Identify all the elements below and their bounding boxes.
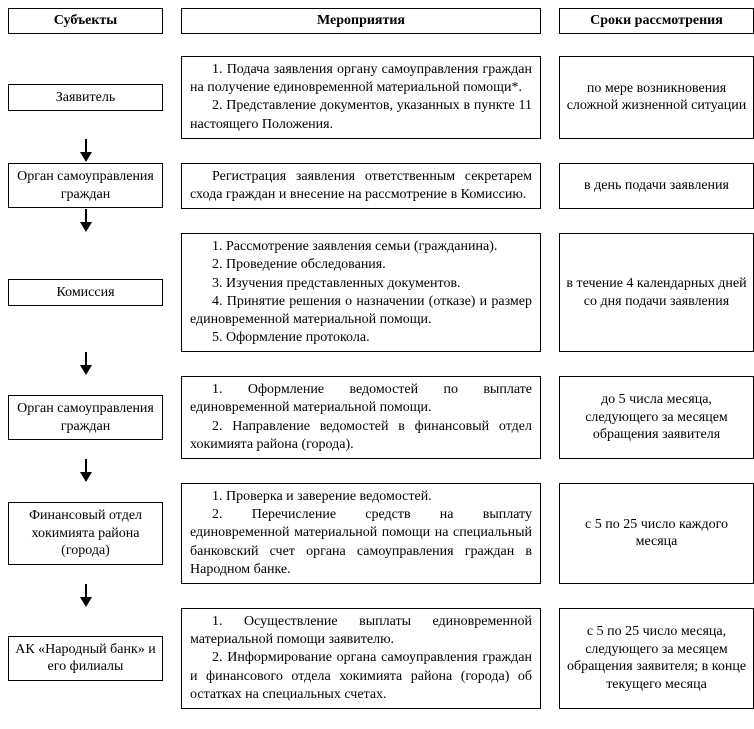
- flow-row: Финансовый отдел хокимията района (город…: [8, 483, 746, 584]
- activity-cell: 1. Рассмотрение заявления семьи (граждан…: [181, 233, 541, 352]
- spacer: [181, 139, 541, 163]
- flow-row: Заявитель 1. Подача заявления органу само…: [8, 56, 746, 139]
- flow-row: Комиссия 1. Рассмотрение заявления семьи …: [8, 233, 746, 352]
- arrow-down-icon: [8, 139, 163, 163]
- subject-cell-wrap: Заявитель: [8, 56, 163, 139]
- activity-line: 1. Проверка и заверение ведомостей.: [190, 488, 532, 506]
- activity-line: 2. Проведение обследования.: [190, 256, 532, 274]
- spacer: [559, 352, 754, 376]
- spacer: [181, 352, 541, 376]
- activity-line: 1. Осуществление выплаты единовременной …: [190, 613, 532, 649]
- subject-cell-wrap: АК «Народный банк» и его филиалы: [8, 608, 163, 709]
- spacer: [181, 209, 541, 233]
- spacer: [181, 584, 541, 608]
- subject-cell-wrap: Орган самоуправления граждан: [8, 163, 163, 209]
- activity-line: 2. Информирование органа самоуправления …: [190, 649, 532, 704]
- activity-cell: 1. Оформление ведомостей по выплате един…: [181, 376, 541, 459]
- term-cell: в течение 4 календарных дней со дня пода…: [559, 233, 754, 352]
- spacer: [559, 459, 754, 483]
- activity-line: 2. Направление ведомостей в финансовый о…: [190, 418, 532, 454]
- spacer: [181, 459, 541, 483]
- subject-cell-wrap: Орган самоуправления граждан: [8, 376, 163, 459]
- arrow-down-icon: [8, 209, 163, 233]
- subject-cell-wrap: Финансовый отдел хокимията района (город…: [8, 483, 163, 584]
- term-cell: с 5 по 25 число месяца, следующего за ме…: [559, 608, 754, 709]
- arrow-row: [8, 209, 746, 233]
- activity-line: 5. Оформление протокола.: [190, 329, 532, 347]
- activity-line: 2. Перечисление средств на выплату едино…: [190, 506, 532, 579]
- term-cell: по мере возникновения сложной жизненной …: [559, 56, 754, 139]
- flow-row: АК «Народный банк» и его филиалы 1. Осуще…: [8, 608, 746, 709]
- subject-cell: Орган самоуправления граждан: [8, 395, 163, 440]
- flow-rows-container: Заявитель 1. Подача заявления органу само…: [8, 56, 746, 709]
- subject-cell-wrap: Комиссия: [8, 233, 163, 352]
- subject-cell: Комиссия: [8, 279, 163, 307]
- subject-cell: АК «Народный банк» и его филиалы: [8, 636, 163, 681]
- activity-cell: Регистрация заявления ответственным секр…: [181, 163, 541, 209]
- subject-cell: Орган самоуправления граждан: [8, 163, 163, 208]
- activity-cell: 1. Проверка и заверение ведомостей.2. Пе…: [181, 483, 541, 584]
- header-activities: Мероприятия: [181, 8, 541, 34]
- header-row: Субъекты Мероприятия Сроки рассмотрения: [8, 8, 746, 34]
- term-cell: в день подачи заявления: [559, 163, 754, 209]
- activity-line: 1. Оформление ведомостей по выплате един…: [190, 381, 532, 417]
- activity-line: Регистрация заявления ответственным секр…: [190, 168, 532, 204]
- activity-line: 1. Рассмотрение заявления семьи (граждан…: [190, 238, 532, 256]
- arrow-row: [8, 352, 746, 376]
- activity-line: 4. Принятие решения о назначении (отказе…: [190, 293, 532, 329]
- arrow-down-icon: [8, 352, 163, 376]
- arrow-down-icon: [8, 459, 163, 483]
- spacer: [559, 209, 754, 233]
- activity-line: 3. Изучения представленных документов.: [190, 275, 532, 293]
- term-cell: с 5 по 25 число каждого месяца: [559, 483, 754, 584]
- arrow-row: [8, 459, 746, 483]
- spacer: [559, 139, 754, 163]
- flow-row: Орган самоуправления граждан Регистрация …: [8, 163, 746, 209]
- header-subjects: Субъекты: [8, 8, 163, 34]
- activity-cell: 1. Осуществление выплаты единовременной …: [181, 608, 541, 709]
- arrow-row: [8, 139, 746, 163]
- subject-cell: Заявитель: [8, 84, 163, 112]
- term-cell: до 5 числа месяца, следующего за месяцем…: [559, 376, 754, 459]
- activity-cell: 1. Подача заявления органу самоуправлени…: [181, 56, 541, 139]
- activity-line: 1. Подача заявления органу самоуправлени…: [190, 61, 532, 97]
- activity-line: 2. Представление документов, указанных в…: [190, 97, 532, 133]
- spacer: [559, 584, 754, 608]
- arrow-down-icon: [8, 584, 163, 608]
- header-terms: Сроки рассмотрения: [559, 8, 754, 34]
- flow-row: Орган самоуправления граждан 1. Оформлени…: [8, 376, 746, 459]
- arrow-row: [8, 584, 746, 608]
- subject-cell: Финансовый отдел хокимията района (город…: [8, 502, 163, 565]
